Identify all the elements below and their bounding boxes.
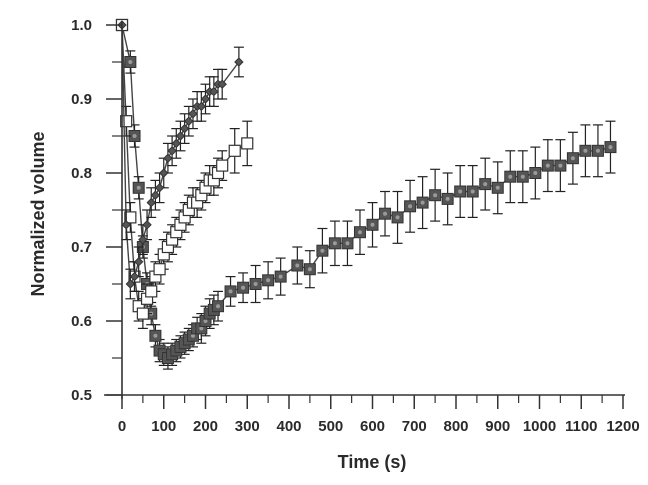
data-point: [142, 220, 152, 230]
series-2: [115, 18, 617, 370]
data-point: [196, 101, 207, 112]
data-point: [175, 131, 186, 141]
x-tick-label: 1200: [606, 418, 639, 435]
y-tick-label: 1.0: [71, 17, 92, 34]
x-tick-label: 800: [443, 418, 468, 435]
data-point: [159, 168, 169, 178]
data-point: [179, 123, 190, 134]
data-point: [184, 116, 194, 126]
data-point: [216, 159, 229, 172]
data-point: [200, 94, 211, 104]
x-tick-label: 600: [360, 418, 385, 435]
data-point: [120, 115, 133, 128]
data-point: [171, 138, 181, 149]
y-tick-label: 0.8: [71, 165, 92, 182]
data-point: [125, 279, 136, 289]
x-tick-label: 400: [276, 418, 301, 435]
data-point: [138, 234, 148, 245]
data-point: [133, 257, 144, 267]
x-tick-label: 700: [402, 418, 427, 435]
data-point: [136, 307, 149, 320]
data-point: [188, 109, 198, 119]
x-tick-label: 1100: [565, 418, 598, 435]
y-axis-title: Normalized volume: [28, 131, 48, 296]
data-point: [146, 197, 156, 208]
y-tick-label: 0.6: [71, 313, 92, 330]
y-tick-label: 0.5: [71, 387, 92, 404]
x-tick-label: 200: [193, 418, 218, 435]
data-point: [121, 220, 131, 230]
y-tick-label: 0.7: [71, 239, 92, 256]
data-point: [163, 153, 173, 163]
data-point: [209, 86, 219, 97]
x-axis-title: Time (s): [338, 452, 407, 472]
x-tick-label: 900: [485, 418, 510, 435]
data-point: [150, 190, 161, 200]
x-tick-label: 300: [235, 418, 260, 435]
data-point: [124, 211, 137, 224]
data-point: [154, 183, 165, 193]
data-point: [167, 146, 177, 156]
data-point: [241, 137, 254, 150]
data-point: [234, 57, 244, 67]
x-tick-label: 500: [318, 418, 343, 435]
data-point: [153, 263, 166, 276]
x-tick-label: 100: [151, 418, 176, 435]
plot-area: [115, 18, 617, 370]
x-tick-label: 1000: [523, 418, 556, 435]
data-point: [228, 144, 241, 157]
data-point: [129, 271, 140, 282]
x-tick-label: 0: [118, 418, 126, 435]
y-tick-label: 0.9: [71, 91, 92, 108]
x-axis: 0 100 200 300 400 500 600 700 800 900 1000 1100 1200: [104, 394, 640, 435]
series-0: [117, 20, 244, 300]
y-axis: 0.5 0.6 0.7 0.8 0.9 1.0: [71, 17, 123, 404]
data-point: [217, 79, 227, 89]
data-point: [145, 285, 158, 298]
